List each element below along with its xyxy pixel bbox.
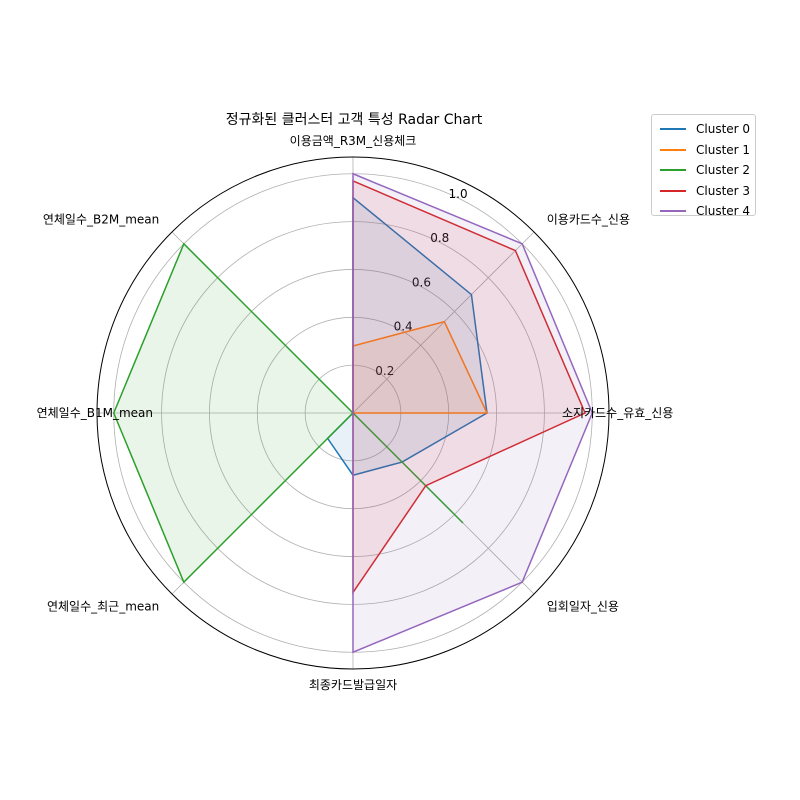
legend-label: Cluster 2 [696, 163, 751, 177]
legend-label: Cluster 1 [696, 142, 751, 157]
axis-label-7: 연체일수_B2M_mean [43, 212, 159, 226]
legend-swatch [660, 128, 686, 130]
legend-label: Cluster 0 [696, 122, 751, 136]
r-tick-label: 0.6 [412, 275, 431, 289]
legend-entry: Cluster 0 [660, 119, 750, 139]
series-line-2 [112, 242, 464, 584]
chart-title: 정규화된 클러스터 고객 특성 Radar Chart [226, 112, 483, 128]
series-fill-3 [353, 180, 586, 593]
r-tick-label: 0.2 [375, 364, 394, 378]
r-tick-label: 0.4 [394, 320, 413, 334]
legend-entry: Cluster 3 [660, 181, 750, 201]
axis-label-1: 이용카드수_신용 [547, 212, 630, 226]
axis-label-2: 소지카드수_유효_신용 [562, 406, 673, 420]
series-fill-0 [327, 197, 487, 476]
legend-entry: Cluster 4 [660, 201, 750, 221]
series-line-4 [352, 172, 594, 654]
legend-swatch [660, 148, 686, 151]
axis-label-3: 입회일자_신용 [547, 600, 619, 614]
axis-label-4: 최종카드발급일자 [309, 678, 397, 692]
legend-swatch [660, 169, 686, 171]
outer-boundary [96, 156, 610, 670]
r-tick-label: 1.0 [449, 187, 468, 201]
legend-swatch [660, 189, 686, 192]
axis-label-0: 이용금액_R3M_신용체크 [290, 134, 417, 148]
axis-label-5: 연체일수_최근_mean [47, 600, 159, 614]
legend-entry: Cluster 2 [660, 160, 750, 180]
legend: Cluster 0 Cluster 1 Cluster 2 Cluster 3 Clus… [651, 114, 756, 218]
series-fill-4 [353, 173, 593, 653]
legend-entry: Cluster 1 [660, 140, 750, 160]
axis-label-6: 연체일수_B1M_mean [37, 406, 153, 420]
axis-labels: 이용금액_R3M_신용체크이용카드수_신용소지카드수_유효_신용입회일자_신용최… [37, 134, 674, 692]
legend-swatch [660, 210, 686, 212]
r-tick-label: 0.8 [430, 231, 449, 245]
series-fill-1 [353, 321, 487, 413]
series-fill-2 [113, 243, 463, 583]
legend-label: Cluster 3 [696, 183, 751, 198]
legend-label: Cluster 4 [696, 204, 751, 218]
radar-series [112, 172, 594, 654]
